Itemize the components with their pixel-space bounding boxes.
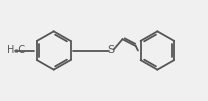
Text: H₃C: H₃C <box>6 45 25 56</box>
Text: S: S <box>108 45 115 56</box>
